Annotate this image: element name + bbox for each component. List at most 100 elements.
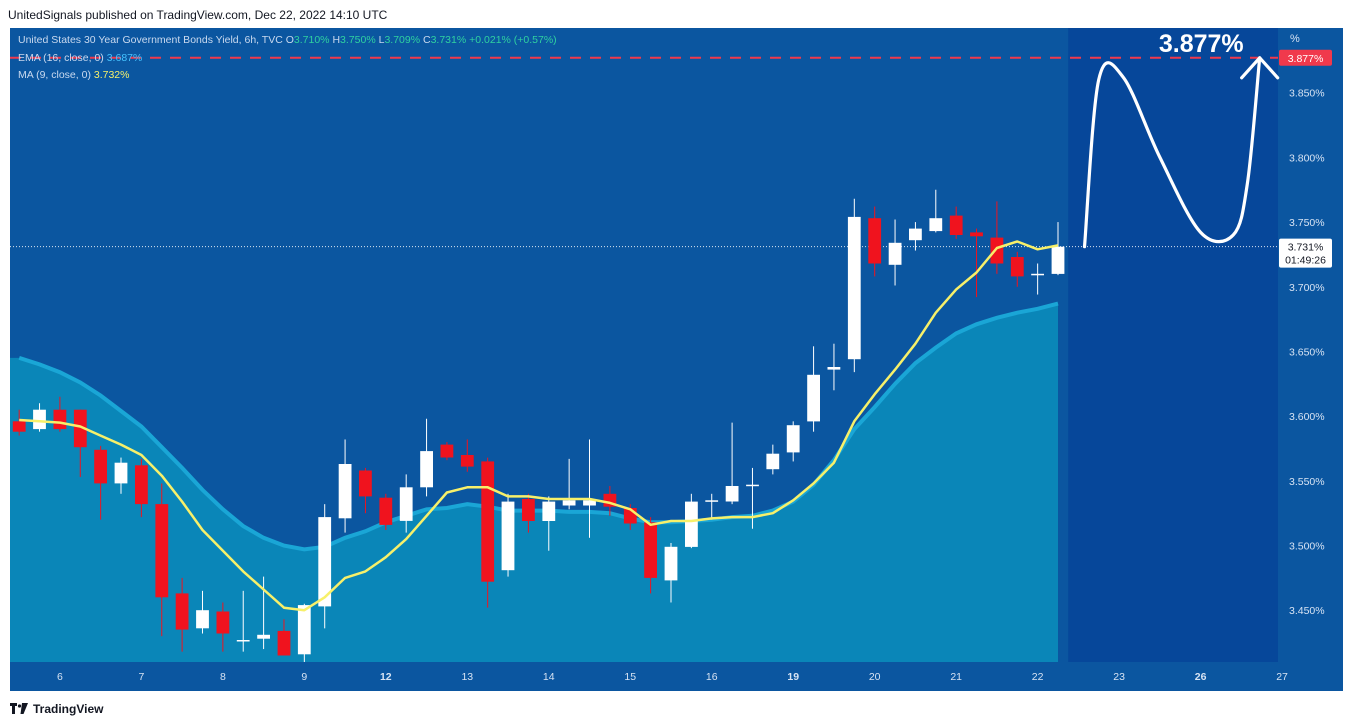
candle-body [12,421,26,432]
open-value: 3.710% [293,34,330,46]
time-tick-label: 26 [1195,671,1207,683]
ema-value: 3.687% [106,52,143,64]
candle-body [847,216,861,360]
projection-arrowhead [1240,56,1280,80]
published-header: UnitedSignals published on TradingView.c… [8,8,388,22]
candle-body [114,462,128,484]
future-region [1068,28,1278,662]
candle-body [562,500,576,506]
price-chart[interactable]: 3.877% 3.450% 3.500% 3.550% 3.600% 3.650% 3.70… [10,28,1343,691]
time-tick-label: 19 [787,671,799,683]
projection-curve [1082,56,1262,249]
price-tick-label: 3.800% [1289,152,1325,164]
candle-body [583,500,596,506]
candle-body [53,409,67,430]
candle-body [664,546,678,581]
candle-body [216,611,230,634]
price-tick-label: 3.850% [1289,88,1325,100]
time-axis: 6 7 8 9 12 13 14 15 16 19 20 21 22 23 26 27 [57,671,1288,683]
ma-line [19,240,1059,612]
candle-body [786,425,800,453]
time-tick-label: 13 [461,671,473,683]
close-value: 3.731% [430,34,467,46]
candle-body [868,218,882,264]
low-label: L [378,34,385,46]
candle-body [175,593,189,630]
candle-body [929,218,943,232]
tradingview-brand: TradingView [33,702,104,716]
candle-body [481,461,495,582]
candle-body [277,630,291,656]
candle-body [379,497,393,525]
candle-body [318,517,332,607]
candle-body [359,470,372,497]
price-tick-label: 3.550% [1289,476,1325,488]
time-tick-label: 14 [543,671,555,683]
price-tick-label: 3.650% [1289,346,1325,358]
ma-legend[interactable]: MA (9, close, 0) 3.732% [18,69,130,81]
candle-body [909,228,922,241]
candle-body [827,367,841,370]
time-tick-label: 27 [1276,671,1288,683]
candle-body [440,444,454,458]
price-tick-label: 3.700% [1289,282,1325,294]
candle-body [94,449,107,484]
high-label: H [332,34,341,46]
time-tick-label: 8 [220,671,226,683]
target-annotation: 3.877% [1159,30,1244,58]
last-price-badge-value: 3.731% [1288,242,1324,254]
candle-body [338,464,352,519]
symbol-title: United States 30 Year Government Bonds Y… [18,34,283,46]
time-tick-label: 9 [301,671,307,683]
ema-legend[interactable]: EMA (16, close, 0) 3.687% [18,52,142,64]
candle-body [685,501,698,547]
time-tick-label: 21 [950,671,962,683]
candles-group [12,189,1065,662]
price-axis: 3.450% 3.500% 3.550% 3.600% 3.650% 3.700% 3.75… [1279,33,1332,617]
candle-body [257,634,270,639]
tradingview-footer[interactable]: TradingView [10,702,103,716]
candle-body [522,499,535,521]
candle-body [807,374,820,422]
target-price-badge [1279,49,1332,66]
candle-body [644,522,657,578]
candle-body [399,487,413,521]
ema-area [10,303,1058,662]
candle-body [970,232,983,237]
last-price-badge [1279,238,1332,268]
tradingview-logo-icon [10,703,28,714]
candle-body [33,409,46,430]
candle-body [542,501,556,521]
candle-body [460,455,474,467]
time-tick-label: 6 [57,671,63,683]
candle-body [746,484,759,487]
candle-body [725,486,739,502]
candle-body [1051,246,1065,274]
candle-body [990,237,1004,264]
time-tick-label: 23 [1113,671,1125,683]
high-value: 3.750% [340,34,376,46]
price-tick-label: 3.500% [1289,541,1325,553]
time-tick-label: 16 [706,671,718,683]
candle-body [1010,257,1024,277]
price-tick-label: 3.450% [1289,605,1325,617]
candle-body [135,465,148,505]
candle-body [888,242,902,265]
bar-countdown: 01:49:26 [1285,255,1326,267]
price-tick-label: 3.750% [1289,217,1325,229]
symbol-legend: United States 30 Year Government Bonds Y… [18,34,557,46]
ema-line [18,301,1059,552]
target-price-badge-label: 3.877% [1288,53,1324,65]
time-tick-label: 7 [138,671,144,683]
open-label: O [285,34,294,46]
candle-body [297,605,311,655]
candle-body [196,610,209,629]
close-label: C [422,34,431,46]
ema-label: EMA (16, close, 0) [18,52,104,64]
axis-unit-label: % [1290,33,1300,45]
time-tick-label: 20 [869,671,881,683]
candle-body [73,409,87,448]
ma-value: 3.732% [93,69,130,81]
candle-body [501,501,515,571]
time-tick-label: 15 [624,671,636,683]
